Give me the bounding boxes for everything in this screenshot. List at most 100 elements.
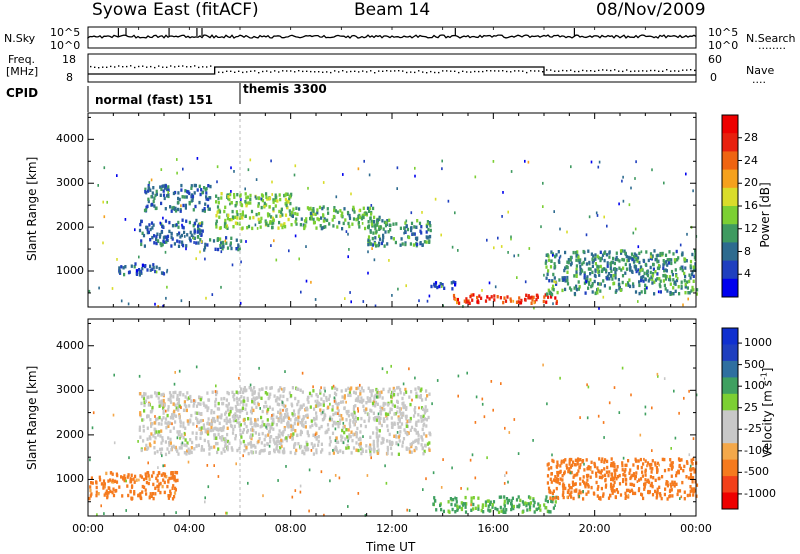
heatmap-cell [355, 217, 358, 222]
heatmap-cell [213, 445, 216, 449]
heatmap-cell [288, 249, 290, 253]
nave-dot [370, 70, 372, 72]
heatmap-cell [642, 496, 645, 501]
heatmap-cell [649, 252, 653, 256]
heatmap-cell [582, 260, 585, 265]
heatmap-cell [560, 459, 563, 463]
heatmap-cell [650, 255, 652, 259]
heatmap-cell [575, 258, 578, 262]
heatmap-cell [628, 203, 631, 207]
heatmap-cell [408, 367, 410, 371]
heatmap-cell [154, 193, 157, 198]
heatmap-cell [181, 441, 184, 445]
heatmap-cell [385, 481, 388, 485]
heatmap-cell [546, 463, 549, 467]
heatmap-cell [212, 419, 215, 423]
y-tick-label: 4000 [56, 338, 84, 352]
heatmap-cell [365, 444, 368, 448]
heatmap-cell [575, 267, 578, 272]
heatmap-cell [406, 432, 409, 437]
heatmap-cell [457, 394, 459, 398]
heatmap-cell [170, 235, 173, 240]
heatmap-cell [624, 468, 627, 472]
heatmap-cell [358, 225, 361, 229]
heatmap-cell [613, 465, 616, 469]
heatmap-cell [553, 280, 555, 283]
heatmap-cell [397, 443, 400, 447]
heatmap-cell [174, 371, 176, 374]
heatmap-cell [133, 480, 136, 484]
heatmap-cell [648, 463, 651, 467]
heatmap-cell [199, 402, 202, 406]
heatmap-cell [637, 459, 640, 463]
nave-dot [486, 70, 488, 72]
heatmap-cell [656, 494, 659, 498]
heatmap-cell [612, 273, 615, 278]
heatmap-cell [638, 260, 641, 265]
heatmap-cell [690, 487, 693, 491]
heatmap-cell [477, 504, 480, 508]
heatmap-cell [663, 283, 666, 288]
heatmap-cell [287, 200, 290, 204]
heatmap-cell [497, 510, 501, 514]
heatmap-cell [499, 505, 502, 510]
heatmap-cell [358, 209, 361, 213]
heatmap-cell [537, 502, 540, 506]
heatmap-cell [260, 216, 263, 221]
nave-dot [446, 70, 448, 72]
heatmap-cell [584, 291, 587, 295]
nave-dot [546, 69, 548, 71]
heatmap-cell [178, 197, 181, 202]
heatmap-cell [379, 405, 382, 409]
heatmap-cell [160, 418, 163, 422]
heatmap-cell [457, 374, 460, 378]
heatmap-cell [606, 277, 609, 281]
heatmap-cell [415, 438, 418, 443]
heatmap-cell [308, 391, 312, 396]
heatmap-cell [634, 491, 637, 496]
heatmap-cell [367, 242, 370, 247]
heatmap-cell [276, 199, 279, 203]
heatmap-cell [279, 197, 282, 202]
heatmap-cell [380, 423, 383, 428]
heatmap-cell [410, 450, 413, 454]
heatmap-cell [307, 433, 310, 438]
heatmap-cell [164, 207, 167, 211]
heatmap-cell [164, 184, 167, 188]
heatmap-cell [185, 219, 188, 223]
heatmap-cell [176, 393, 179, 398]
heatmap-cell [630, 475, 633, 479]
heatmap-cell [370, 242, 373, 246]
heatmap-cell [583, 481, 586, 485]
heatmap-cell [277, 449, 280, 453]
heatmap-cell [260, 205, 263, 210]
cpid-segment-1: normal (fast) 151 [95, 93, 213, 107]
heatmap-cell [566, 282, 570, 286]
heatmap-cell [595, 480, 598, 485]
heatmap-cell [206, 464, 209, 467]
heatmap-cell [335, 436, 338, 440]
heatmap-cell [356, 217, 359, 221]
heatmap-cell [690, 475, 693, 480]
heatmap-cell [636, 480, 639, 483]
heatmap-cell [644, 482, 647, 486]
heatmap-cell [606, 224, 608, 228]
heatmap-cell [171, 224, 175, 228]
heatmap-cell [190, 184, 193, 188]
heatmap-cell [486, 238, 488, 242]
heatmap-cell [425, 477, 427, 481]
nave-dot [170, 65, 172, 67]
heatmap-cell [297, 415, 300, 419]
heatmap-cell [292, 427, 295, 431]
heatmap-cell [204, 202, 207, 206]
heatmap-cell [153, 204, 156, 208]
nave-dot [482, 70, 484, 73]
heatmap-cell [651, 274, 654, 278]
heatmap-cell [363, 408, 366, 413]
heatmap-cell [614, 272, 617, 276]
heatmap-cell [624, 474, 627, 478]
heatmap-cell [674, 436, 677, 440]
heatmap-cell [161, 484, 164, 489]
heatmap-cell [319, 402, 322, 407]
heatmap-cell [157, 466, 159, 469]
